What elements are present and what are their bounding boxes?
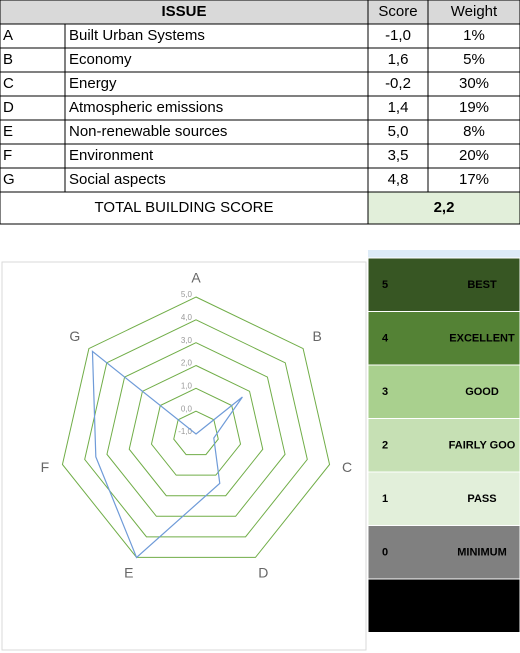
total-label: TOTAL BUILDING SCORE: [95, 199, 274, 216]
row-score: 1,6: [388, 51, 409, 68]
row-issue: Energy: [69, 75, 117, 92]
row-letter: F: [3, 147, 12, 164]
level-name: BEST: [467, 279, 497, 291]
grid-ring: [128, 364, 264, 497]
row-issue: Social aspects: [69, 171, 166, 188]
row-score: -0,2: [385, 75, 411, 92]
chart-area: [1, 261, 367, 651]
level-bg: [367, 364, 520, 419]
grid-ring: [61, 296, 331, 558]
level-name: MINIMUM: [457, 546, 507, 558]
total-value: 2,2: [434, 199, 455, 216]
row-score: 4,8: [388, 171, 409, 188]
row-issue: Environment: [69, 147, 154, 164]
row-score: -1,0: [385, 27, 411, 44]
tick-label: 0,0: [181, 404, 193, 413]
row-letter: E: [3, 123, 13, 140]
level-score: 2: [382, 439, 388, 451]
level-score: 0: [382, 546, 388, 558]
level-bg: [367, 257, 520, 312]
axis-label: E: [124, 564, 133, 580]
row-letter: D: [3, 99, 14, 116]
level-bg: [367, 578, 520, 633]
level-score: 5: [382, 279, 388, 291]
row-weight: 30%: [459, 75, 489, 92]
header-bg: [0, 0, 520, 25]
level-name: PASS: [467, 493, 496, 505]
row-letter: B: [3, 51, 13, 68]
row-weight: 20%: [459, 147, 489, 164]
level-bg: [367, 418, 520, 473]
row-weight: 8%: [463, 123, 485, 140]
grid-ring: [84, 319, 308, 538]
row-issue: Built Urban Systems: [69, 27, 205, 44]
tick-label: -1,0: [178, 427, 192, 436]
grid-ring: [106, 342, 286, 517]
header-cell: Weight: [451, 3, 498, 20]
tick-label: 1,0: [181, 381, 193, 390]
total-bg: [0, 191, 369, 225]
grid-ring: [173, 410, 219, 456]
row-weight: 1%: [463, 27, 485, 44]
row-letter: A: [3, 27, 13, 44]
row-weight: 17%: [459, 171, 489, 188]
level-name: NEGATIVE: [454, 600, 509, 612]
row-letter: G: [3, 171, 15, 188]
tick-label: 3,0: [181, 336, 193, 345]
level-score: 1: [382, 493, 388, 505]
row-score: 3,5: [388, 147, 409, 164]
row-issue: Atmospheric emissions: [69, 99, 223, 116]
axis-label: C: [342, 459, 352, 475]
level-bg: [367, 311, 520, 366]
axis-label: A: [191, 270, 201, 286]
row-weight: 5%: [463, 51, 485, 68]
row-letter: C: [3, 75, 14, 92]
level-score: -1: [382, 600, 392, 612]
row-bg: [0, 47, 520, 73]
axis-label: D: [258, 564, 268, 580]
level-score: 4: [382, 332, 389, 344]
header-cell: Score: [378, 3, 417, 20]
total-value-bg: [367, 191, 520, 225]
tick-label: 4,0: [181, 313, 193, 322]
row-score: 1,4: [388, 99, 409, 116]
grid-ring: [150, 387, 242, 476]
row-bg: [0, 95, 520, 121]
row-issue: Non-renewable sources: [69, 123, 227, 140]
level-name: GOOD: [465, 386, 499, 398]
row-bg: [0, 71, 520, 97]
tick-label: 5,0: [181, 290, 193, 299]
row-bg: [0, 119, 520, 145]
axis-label: B: [313, 328, 322, 344]
row-weight: 19%: [459, 99, 489, 116]
axis-label: G: [69, 328, 80, 344]
row-issue: Economy: [69, 51, 132, 68]
header-cell: ISSUE: [161, 3, 206, 20]
level-bg: [367, 471, 520, 526]
data-line: [91, 350, 243, 559]
level-score: 3: [382, 386, 388, 398]
tick-label: 2,0: [181, 359, 193, 368]
level-name: EXCELLENT: [449, 332, 515, 344]
row-score: 5,0: [388, 123, 409, 140]
axis-label: F: [41, 459, 50, 475]
level-name: FAIRLY GOO: [449, 439, 516, 451]
level-strip: [368, 250, 520, 258]
